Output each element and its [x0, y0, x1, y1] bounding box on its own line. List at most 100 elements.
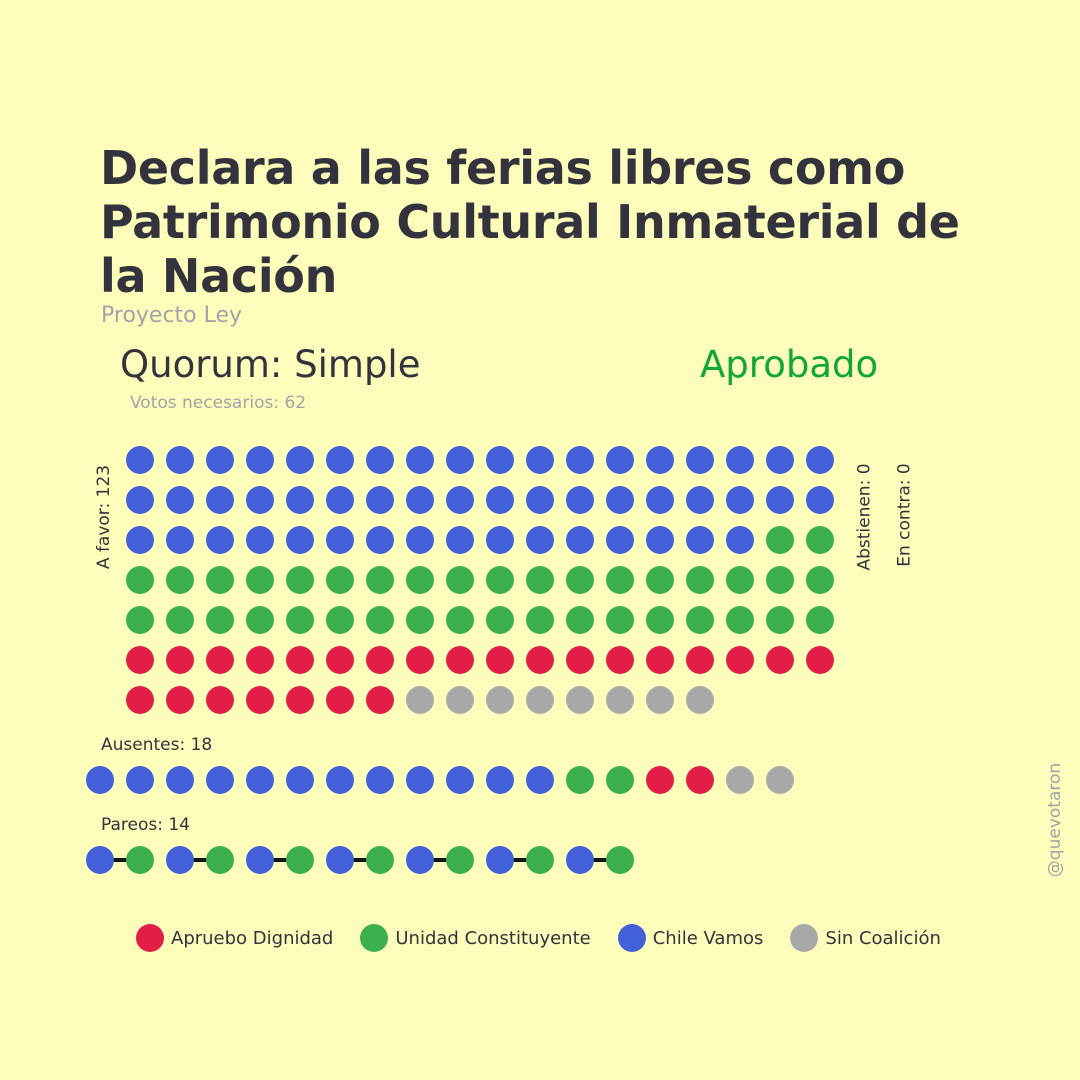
- favor-vote-dot: [526, 446, 554, 474]
- favor-vote-dot: [606, 646, 634, 674]
- favor-vote-dot: [246, 606, 274, 634]
- favor-vote-dot: [166, 486, 194, 514]
- favor-vote-dot: [166, 606, 194, 634]
- favor-vote-dot: [166, 566, 194, 594]
- absent-vote-dot: [326, 766, 354, 794]
- absent-vote-dot: [606, 766, 634, 794]
- favor-vote-dot: [246, 686, 274, 714]
- favor-vote-dot: [126, 486, 154, 514]
- chart-title: Declara a las ferias libres como Patrimo…: [100, 141, 960, 303]
- absent-vote-dot: [206, 766, 234, 794]
- favor-vote-dot: [286, 566, 314, 594]
- favor-vote-dot: [366, 446, 394, 474]
- favor-vote-dot: [526, 646, 554, 674]
- favor-vote-dot: [646, 646, 674, 674]
- paired-vote-dot: [126, 846, 154, 874]
- favor-vote-dot: [526, 566, 554, 594]
- favor-vote-dot: [126, 526, 154, 554]
- favor-vote-dot: [446, 446, 474, 474]
- favor-vote-dot: [446, 686, 474, 714]
- absent-vote-dot: [406, 766, 434, 794]
- favor-vote-dot: [446, 606, 474, 634]
- favor-vote-dot: [726, 566, 754, 594]
- legend-item-apruebo-dignidad: Apruebo Dignidad: [136, 924, 333, 952]
- favor-vote-dot: [806, 566, 834, 594]
- favor-vote-dot: [526, 686, 554, 714]
- paired-vote-dot: [206, 846, 234, 874]
- legend-label: Apruebo Dignidad: [171, 927, 334, 949]
- favor-vote-dot: [446, 646, 474, 674]
- favor-vote-dot: [286, 486, 314, 514]
- favor-vote-dot: [486, 646, 514, 674]
- favor-vote-dot: [726, 606, 754, 634]
- favor-vote-dot: [166, 686, 194, 714]
- paired-vote-dot: [446, 846, 474, 874]
- favor-vote-dot: [486, 606, 514, 634]
- absent-vote-dot: [686, 766, 714, 794]
- favor-vote-dot: [686, 446, 714, 474]
- absent-vote-dot: [126, 766, 154, 794]
- favor-vote-dot: [246, 646, 274, 674]
- paired-vote-dot: [86, 846, 114, 874]
- favor-vote-dot: [646, 566, 674, 594]
- favor-vote-dot: [166, 446, 194, 474]
- favor-vote-dot: [486, 486, 514, 514]
- favor-vote-dot: [206, 446, 234, 474]
- favor-vote-dot: [406, 566, 434, 594]
- legend-swatch: [790, 924, 819, 952]
- legend-item-chile-vamos: Chile Vamos: [617, 924, 763, 952]
- favor-vote-dot: [126, 686, 154, 714]
- favor-vote-dot: [686, 606, 714, 634]
- paired-vote-dot: [366, 846, 394, 874]
- favor-vote-dot: [406, 646, 434, 674]
- favor-vote-dot: [726, 486, 754, 514]
- favor-vote-dot: [566, 686, 594, 714]
- absent-vote-dot: [246, 766, 274, 794]
- favor-vote-dot: [246, 486, 274, 514]
- favor-vote-dot: [606, 446, 634, 474]
- favor-vote-dot: [286, 526, 314, 554]
- absent-vote-dot: [446, 766, 474, 794]
- favor-vote-dot: [526, 486, 554, 514]
- favor-vote-dot: [366, 606, 394, 634]
- favor-vote-dot: [686, 526, 714, 554]
- watermark: @quevotaron: [1045, 762, 1066, 878]
- favor-vote-dot: [206, 646, 234, 674]
- paired-vote-dot: [166, 846, 194, 874]
- favor-vote-dot: [646, 446, 674, 474]
- favor-vote-dot: [446, 486, 474, 514]
- favor-vote-dot: [366, 526, 394, 554]
- legend-swatch: [617, 924, 646, 952]
- favor-vote-dot: [286, 606, 314, 634]
- paired-vote-dot: [406, 846, 434, 874]
- favor-vote-dot: [166, 646, 194, 674]
- favor-vote-dot: [806, 446, 834, 474]
- absent-vote-dot: [726, 766, 754, 794]
- favor-vote-dot: [326, 606, 354, 634]
- favor-vote-dot: [406, 686, 434, 714]
- favor-vote-dot: [646, 606, 674, 634]
- favor-vote-dot: [446, 566, 474, 594]
- favor-vote-dot: [406, 486, 434, 514]
- favor-vote-dot: [366, 686, 394, 714]
- favor-vote-dot: [606, 686, 634, 714]
- favor-vote-dot: [726, 646, 754, 674]
- favor-vote-dot: [486, 566, 514, 594]
- favor-vote-dot: [326, 446, 354, 474]
- paired-vote-dot: [606, 846, 634, 874]
- favor-vote-dot: [486, 686, 514, 714]
- legend: Apruebo Dignidad Unidad Constituyente Ch…: [136, 924, 968, 952]
- favor-vote-dot: [526, 526, 554, 554]
- absent-vote-dot: [486, 766, 514, 794]
- favor-vote-dot: [286, 446, 314, 474]
- favor-vote-dot: [246, 566, 274, 594]
- favor-vote-dot: [326, 526, 354, 554]
- favor-vote-dot: [406, 526, 434, 554]
- absent-vote-dot: [286, 766, 314, 794]
- absent-vote-dot: [566, 766, 594, 794]
- legend-item-sin-coalicion: Sin Coalición: [790, 924, 941, 952]
- favor-vote-dot: [566, 526, 594, 554]
- favor-vote-dot: [806, 486, 834, 514]
- absent-vote-dot: [646, 766, 674, 794]
- favor-vote-dot: [686, 686, 714, 714]
